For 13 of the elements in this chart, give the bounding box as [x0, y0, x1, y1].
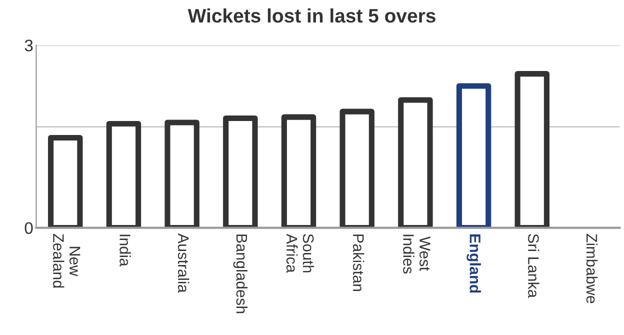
- x-tick-label: India: [120, 234, 131, 266]
- y-tick-label: 0: [24, 222, 33, 234]
- chart-title: Wickets lost in last 5 overs: [188, 8, 436, 23]
- x-tick-label: Sri Lanka: [528, 234, 540, 298]
- y-tick-label: 3: [24, 40, 33, 52]
- x-tick-label: West Indies: [403, 234, 430, 274]
- x-tick-label: Zimbabwe: [586, 234, 598, 304]
- x-tick-label: Australia: [178, 233, 190, 293]
- x-tick-label: Bangladesh: [233, 234, 248, 314]
- x-tick-label: New Zealand: [53, 234, 80, 288]
- x-tick-label: Pakistan: [352, 234, 364, 291]
- x-tick-label: England: [466, 234, 481, 293]
- x-tick-label: South Africa: [286, 234, 314, 273]
